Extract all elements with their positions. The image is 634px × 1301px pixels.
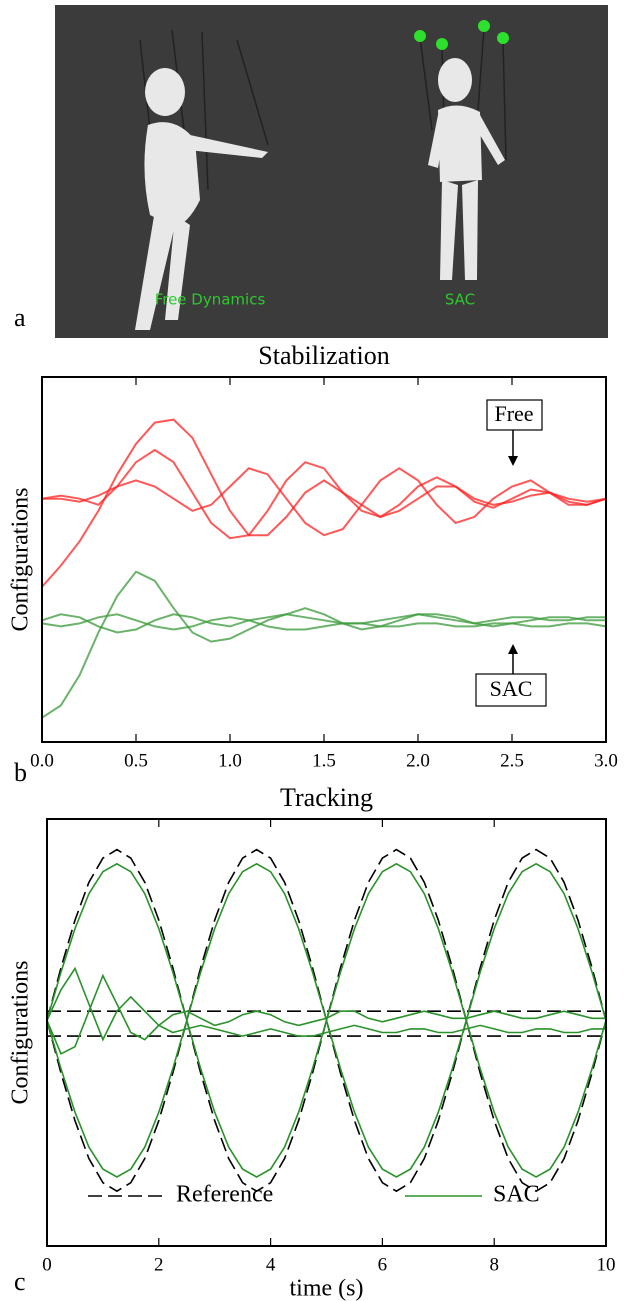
series-line [46, 848, 607, 1193]
plot-frame [46, 818, 607, 1247]
annotation: Free [494, 401, 533, 426]
y-axis-label: Configurations [8, 488, 34, 632]
x-tick-label: 8 [489, 1254, 499, 1275]
x-tick-label: 6 [378, 1254, 388, 1275]
x-tick-label: 0 [42, 1254, 52, 1275]
x-tick-label: 10 [597, 1254, 616, 1275]
series-line [41, 613, 606, 634]
series-line [46, 862, 607, 1178]
x-tick-label: 2.0 [406, 750, 430, 771]
x-tick-label: 3.0 [594, 750, 618, 771]
x-axis-label: time (s) [290, 1276, 364, 1301]
x-tick-label: 4 [266, 1254, 276, 1275]
scene-label: Free Dynamics [155, 291, 266, 309]
puppet-free [135, 29, 269, 330]
puppet-sac [414, 20, 509, 280]
panel-label: b [14, 758, 27, 787]
series-line [46, 973, 606, 1055]
panel-label: a [14, 303, 26, 332]
series-line [42, 467, 607, 537]
x-tick-label: 1.0 [218, 750, 242, 771]
x-tick-label: 1.5 [312, 750, 336, 771]
legend-label: Reference [176, 1182, 273, 1208]
series-line [41, 613, 607, 631]
series-line [46, 848, 607, 1193]
x-tick-label: 0.5 [124, 750, 148, 771]
series-line [41, 448, 607, 540]
annotation-free: Free [486, 399, 543, 466]
panel-label: c [14, 1267, 26, 1296]
annotation: SAC [490, 676, 533, 701]
x-tick-label: 0.0 [30, 750, 54, 771]
x-tick-label: 2 [154, 1254, 164, 1275]
chart-title: Tracking [280, 783, 373, 812]
annotation-sac: SAC [475, 644, 547, 707]
y-axis-label: Configurations [8, 961, 34, 1105]
series-line [46, 966, 606, 1042]
chart-title: Stabilization [258, 341, 389, 370]
scene-label: SAC [445, 291, 475, 309]
x-tick-label: 2.5 [500, 750, 524, 771]
legend-label: SAC [493, 1182, 540, 1208]
scene-background [55, 5, 608, 338]
series-line [41, 418, 607, 588]
